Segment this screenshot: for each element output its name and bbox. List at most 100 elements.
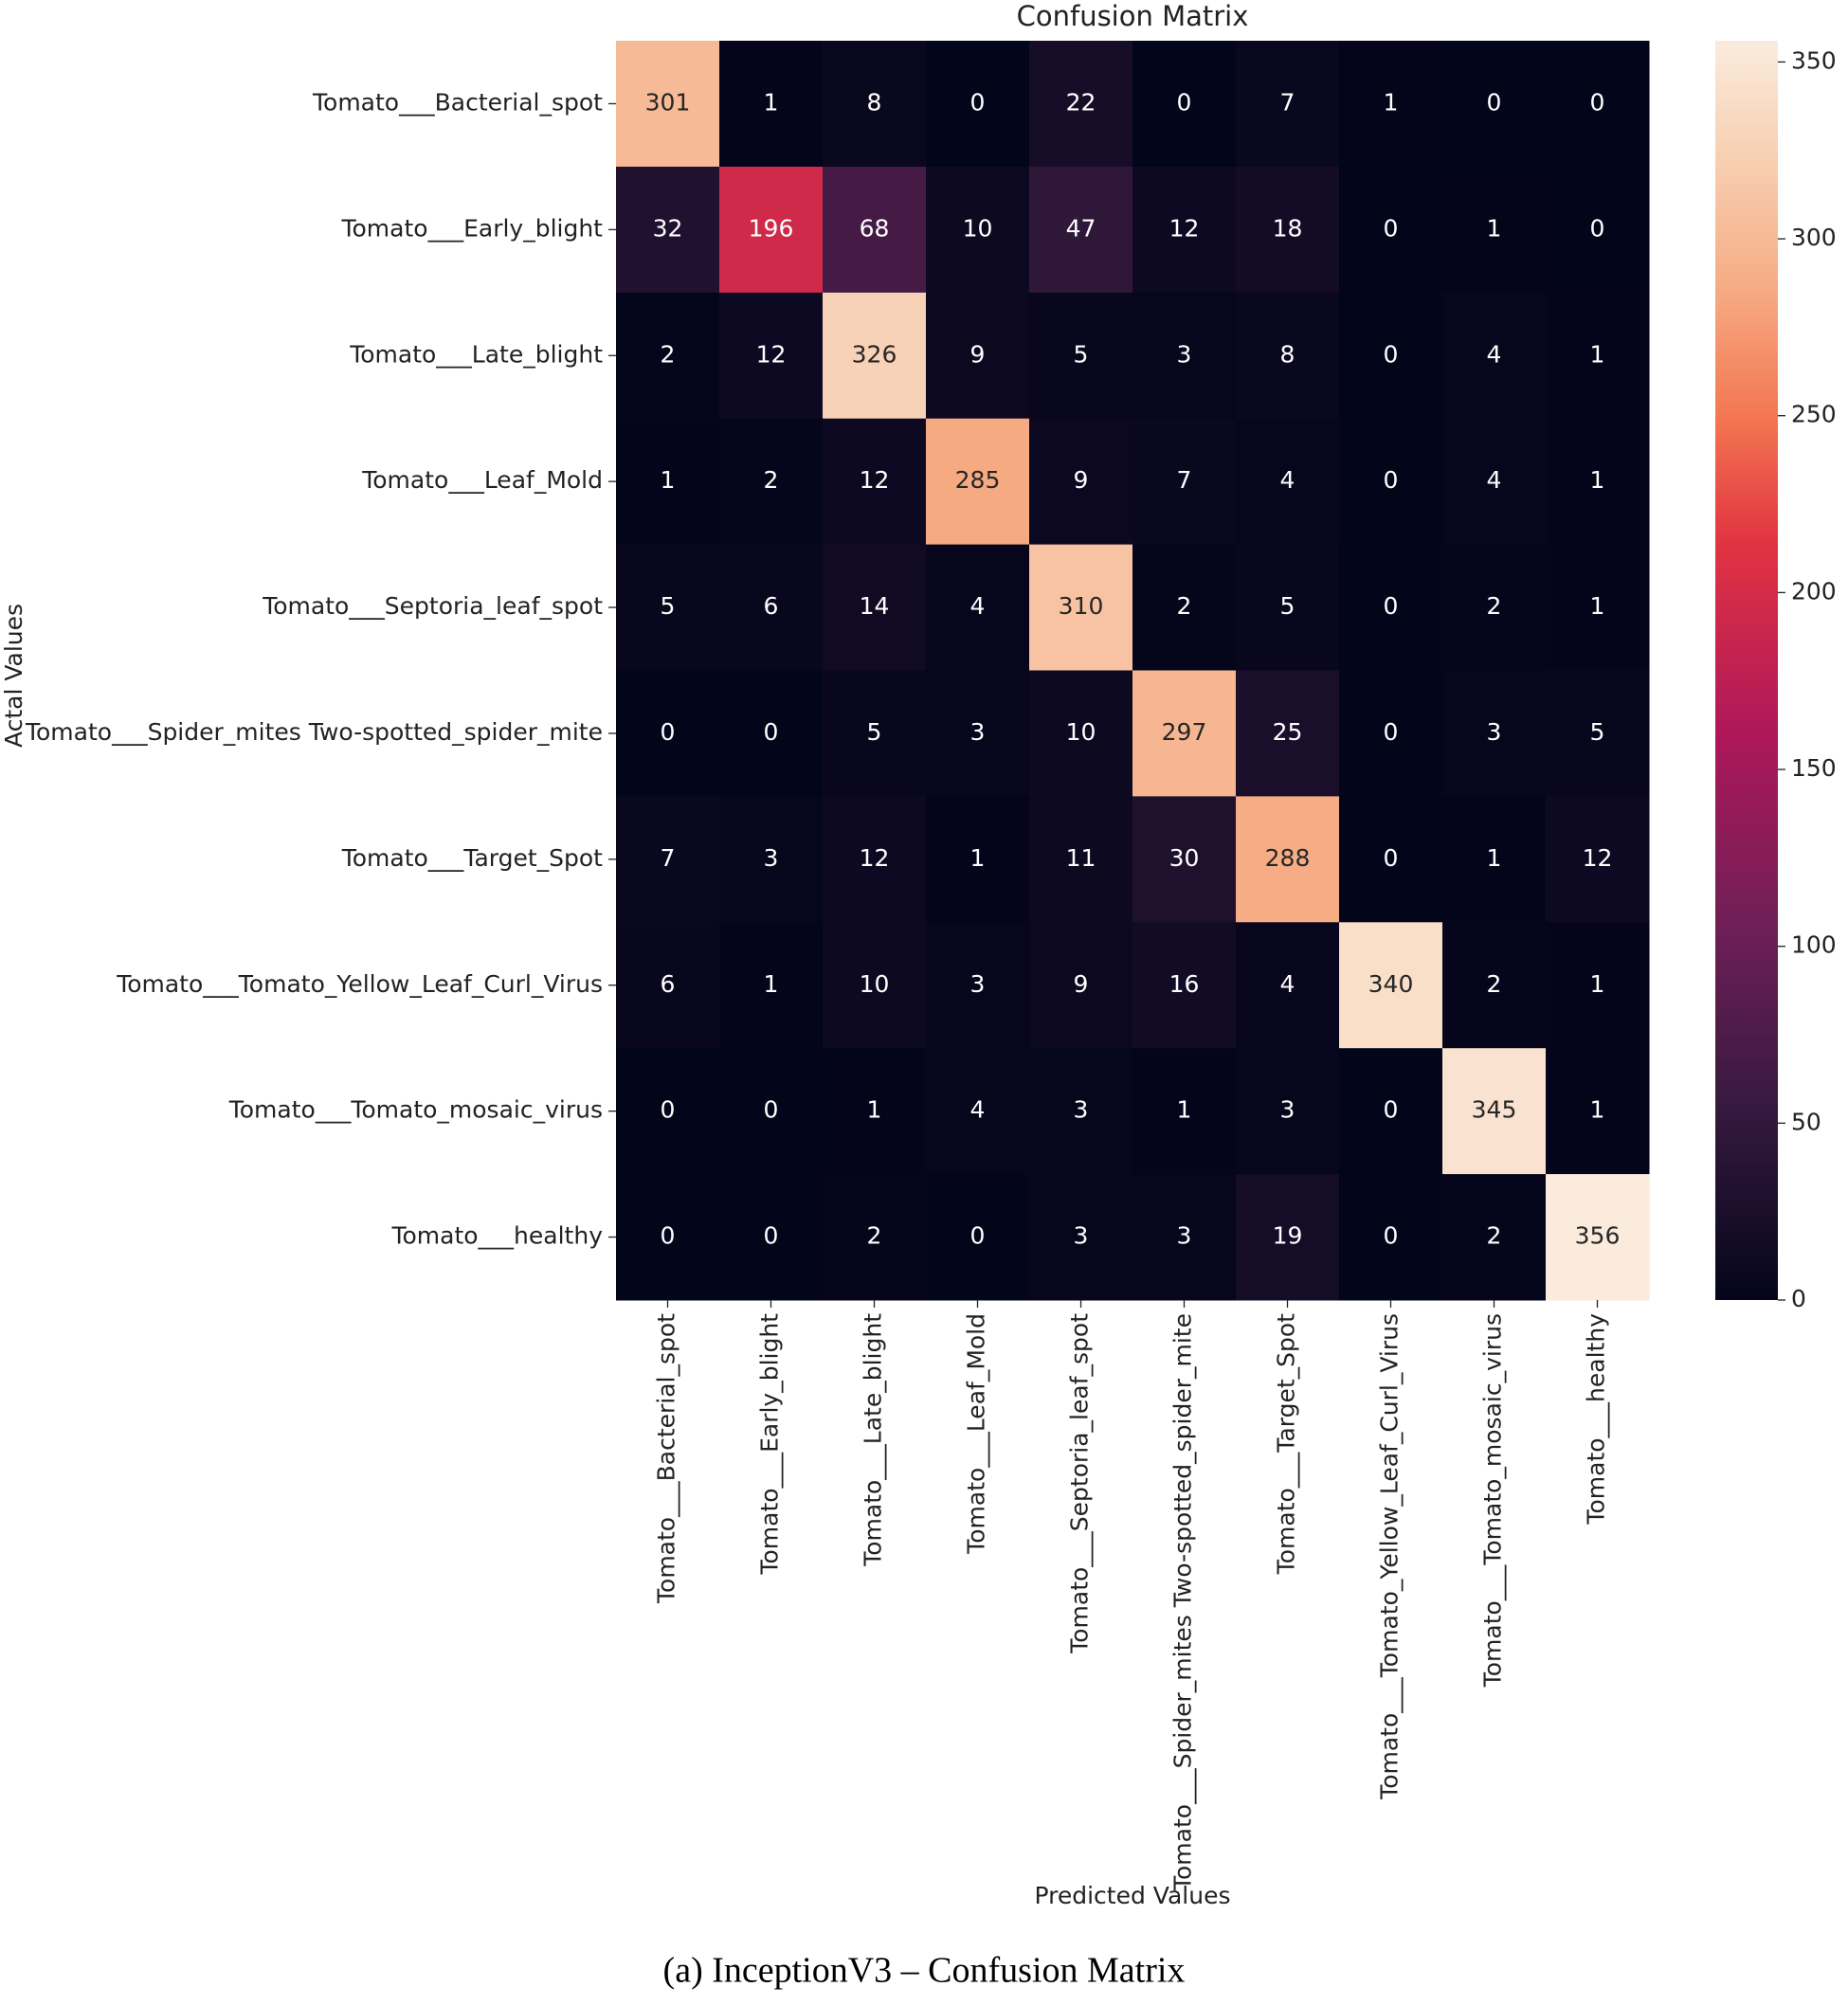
cell-label: 6: [764, 592, 779, 620]
heatmap-cell: [719, 292, 824, 420]
heatmap-cell: [1132, 41, 1237, 168]
heatmap-cell: [926, 41, 1030, 168]
heatmap-cell: [1236, 292, 1340, 420]
heatmap-cell: [1546, 1174, 1650, 1301]
cell-label: 0: [1384, 1222, 1399, 1250]
heatmap-cell: [823, 922, 927, 1049]
heatmap-cell: [719, 41, 824, 168]
y-tick-label: Tomato___Bacterial_spot: [312, 88, 603, 116]
cell-label: 2: [661, 340, 676, 368]
heatmap-cell: [616, 418, 720, 546]
cell-label: 5: [1590, 718, 1605, 746]
heatmap-cell: [719, 166, 824, 294]
cell-label: 5: [1074, 340, 1089, 368]
y-tick-label: Tomato___Spider_mites Two-spotted_spider…: [25, 718, 603, 746]
colorbar-tick-label: 50: [1791, 1108, 1821, 1135]
cell-label: 5: [867, 718, 882, 746]
heatmap-cell: [1339, 922, 1443, 1049]
heatmap-cell: [1546, 292, 1650, 420]
heatmap-cell: [1236, 796, 1340, 923]
cell-label: 0: [661, 718, 676, 746]
cell-label: 7: [661, 844, 676, 872]
cell-label: 5: [661, 592, 676, 620]
colorbar-tick-label: 200: [1791, 577, 1837, 605]
cell-label: 0: [970, 1222, 986, 1250]
cell-label: 11: [1066, 844, 1096, 872]
cell-label: 4: [1280, 466, 1295, 494]
heatmap-cell: [1029, 292, 1133, 420]
cell-label: 345: [1472, 1096, 1517, 1124]
cell-label: 9: [970, 340, 986, 368]
heatmap-cell: [1132, 292, 1237, 420]
cell-label: 8: [1280, 340, 1295, 368]
cell-label: 0: [661, 1222, 676, 1250]
heatmap-cell: [719, 796, 824, 923]
cell-label: 0: [764, 718, 779, 746]
heatmap-cell: [1132, 670, 1237, 797]
heatmap-cell: [1442, 41, 1547, 168]
heatmap-cell: [926, 670, 1030, 797]
heatmap-cell: [1442, 544, 1547, 671]
heatmap-cell: [1546, 1048, 1650, 1175]
heatmap-cell: [1339, 670, 1443, 797]
cell-label: 10: [860, 970, 890, 998]
heatmap-cell: [616, 922, 720, 1049]
cell-label: 3: [1177, 340, 1192, 368]
cell-label: 68: [860, 214, 890, 242]
y-tick-label: Tomato___Late_blight: [349, 340, 603, 368]
heatmap-cell: [1029, 1174, 1133, 1301]
colorbar-tick-label: 250: [1791, 401, 1837, 428]
cell-label: 1: [1487, 844, 1502, 872]
heatmap-cell: [616, 292, 720, 420]
cell-label: 1: [867, 1096, 882, 1124]
cell-label: 12: [1583, 844, 1613, 872]
heatmap-cell: [1339, 41, 1443, 168]
colorbar-tick-label: 0: [1791, 1285, 1806, 1312]
heatmap-cell: [1236, 544, 1340, 671]
heatmap-cell: [823, 670, 927, 797]
heatmap-cell: [616, 1174, 720, 1301]
cell-label: 0: [764, 1222, 779, 1250]
cell-label: 196: [749, 214, 794, 242]
cell-label: 2: [1487, 592, 1502, 620]
heatmap-cell: [823, 1174, 927, 1301]
cell-label: 310: [1059, 592, 1104, 620]
x-tick-label: Tomato___Bacterial_spot: [653, 1313, 680, 1604]
cell-label: 0: [1384, 214, 1399, 242]
cell-label: 1: [661, 466, 676, 494]
heatmap-cell: [1029, 418, 1133, 546]
x-tick-label: Tomato___Spider_mites Two-spotted_spider…: [1169, 1313, 1197, 1891]
cell-label: 30: [1169, 844, 1200, 872]
heatmap-cell: [823, 166, 927, 294]
cell-label: 288: [1265, 844, 1311, 872]
cell-label: 297: [1162, 718, 1207, 746]
heatmap-cell: [719, 922, 824, 1049]
cell-label: 7: [1280, 88, 1295, 116]
cell-label: 0: [970, 88, 986, 116]
caption: (a) InceptionV3 – Confusion Matrix: [663, 1951, 1186, 1991]
chart-title: Confusion Matrix: [1017, 0, 1249, 32]
y-tick-label: Tomato___Target_Spot: [341, 844, 603, 872]
heatmap-cell: [1236, 670, 1340, 797]
heatmap-cell: [823, 418, 927, 546]
cell-label: 326: [852, 340, 897, 368]
cell-label: 4: [970, 592, 986, 620]
cell-label: 12: [756, 340, 787, 368]
heatmap-cell: [926, 292, 1030, 420]
heatmap-cell: [616, 670, 720, 797]
heatmap-cell: [1132, 922, 1237, 1049]
cell-label: 2: [764, 466, 779, 494]
cell-label: 7: [1177, 466, 1192, 494]
heatmap-cell: [719, 544, 824, 671]
heatmap-cell: [1132, 1174, 1237, 1301]
heatmap-cell: [616, 1048, 720, 1175]
cell-label: 1: [1590, 970, 1605, 998]
cell-label: 4: [1487, 466, 1502, 494]
cell-label: 16: [1169, 970, 1200, 998]
heatmap-cell: [1132, 418, 1237, 546]
heatmap-cell: [719, 1048, 824, 1175]
heatmap-cell: [926, 1048, 1030, 1175]
cell-label: 1: [1590, 1096, 1605, 1124]
heatmap-cell: [823, 41, 927, 168]
